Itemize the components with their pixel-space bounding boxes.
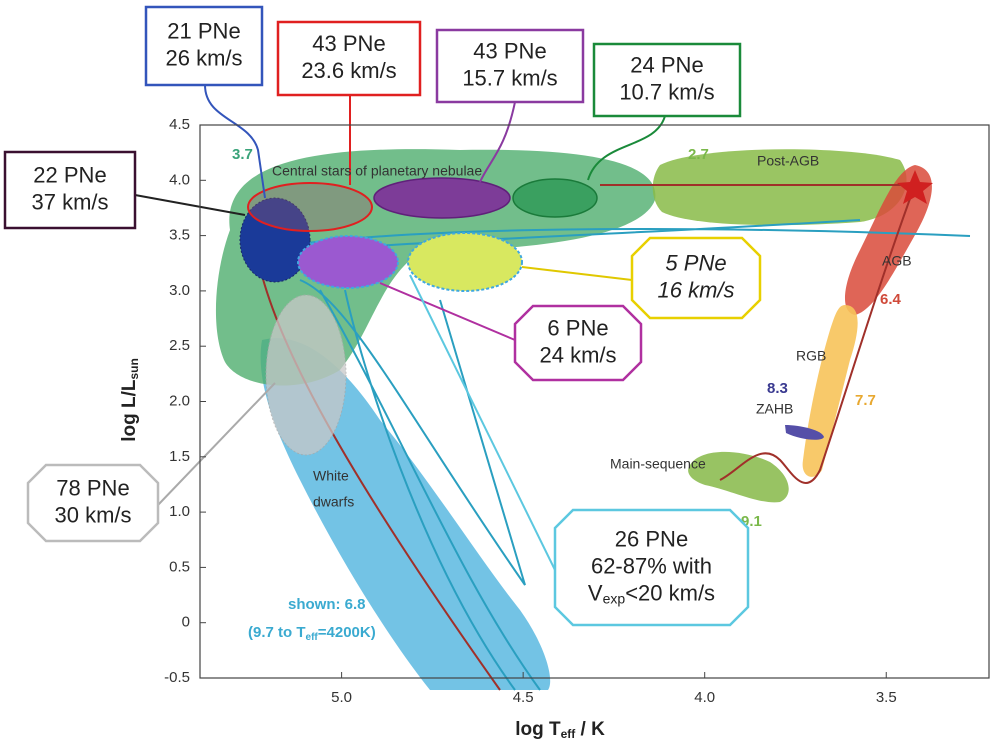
callout-text: 24 km/s	[539, 342, 616, 367]
lifetime: 6.4	[880, 291, 902, 308]
callout-text: 16 km/s	[657, 277, 734, 302]
group-6	[298, 236, 398, 288]
y-tick-label: 2.0	[169, 392, 190, 409]
callout-text: 5 PNe	[665, 250, 726, 275]
callout-text: 78 PNe	[56, 475, 129, 500]
x-tick-label: 3.5	[876, 689, 897, 706]
y-tick-label: 3.5	[169, 227, 190, 244]
y-tick-label: -0.5	[164, 669, 190, 686]
callout-text: 21 PNe	[167, 18, 240, 43]
y-tick-label: 4.5	[169, 116, 190, 133]
region-label: AGB	[882, 253, 912, 269]
y-tick-label: 3.0	[169, 282, 190, 299]
region-label: RGB	[796, 348, 826, 364]
shown-note: (9.7 to Teff=4200K)	[248, 624, 376, 643]
x-tick-label: 4.0	[694, 689, 715, 706]
callout-text: 23.6 km/s	[301, 58, 396, 83]
wd-grey-group	[266, 295, 346, 455]
lifetime: 8.3	[767, 380, 788, 397]
x-tick-label: 4.5	[513, 689, 534, 706]
y-tick-label: 0	[182, 614, 190, 631]
y-tick-label: 1.0	[169, 503, 190, 520]
region-label: Post-AGB	[757, 153, 819, 169]
region-label: Central stars of planetary nebulae	[272, 163, 482, 179]
callout-text: V	[588, 580, 603, 605]
callout-text: 10.7 km/s	[619, 79, 714, 104]
group-24	[513, 179, 597, 217]
lifetime: 3.7	[232, 146, 253, 163]
callout-text: 26 km/s	[165, 45, 242, 70]
y-tick-label: 0.5	[169, 558, 190, 575]
callout-text: 26 PNe	[615, 526, 688, 551]
shown-note: shown: 6.8	[288, 596, 366, 613]
x-tick-label: 5.0	[331, 689, 352, 706]
callout-text: 24 PNe	[630, 52, 703, 77]
group-43-red	[248, 183, 372, 231]
region-label: Main-sequence	[610, 456, 706, 472]
region-label: ZAHB	[756, 401, 793, 417]
callout-text: 37 km/s	[31, 189, 108, 214]
y-axis-label: log L/Lsun	[119, 358, 141, 442]
callout-text: 43 PNe	[473, 38, 546, 63]
callout-text: exp	[603, 590, 626, 606]
y-tick-label: 4.0	[169, 171, 190, 188]
callout-text: 6 PNe	[547, 315, 608, 340]
y-tick-label: 1.5	[169, 448, 190, 465]
group-43-purple	[374, 178, 510, 218]
region-label: White	[313, 468, 349, 484]
figure: Central stars of planetary nebulae Post-…	[0, 0, 991, 748]
group-5	[408, 233, 522, 291]
rgb-region	[803, 305, 858, 477]
callout-text: 62-87% with	[591, 553, 712, 578]
x-axis-label: log Teff / K	[515, 719, 605, 741]
lifetime: 7.7	[855, 392, 876, 409]
callout-text: <20 km/s	[625, 580, 715, 605]
callout-text: 43 PNe	[312, 31, 385, 56]
lifetime: 2.7	[688, 146, 709, 163]
callout-text: 22 PNe	[33, 162, 106, 187]
callout-text: 30 km/s	[54, 502, 131, 527]
region-label: dwarfs	[313, 494, 354, 510]
y-tick-label: 2.5	[169, 337, 190, 354]
callout-text: 15.7 km/s	[462, 65, 557, 90]
